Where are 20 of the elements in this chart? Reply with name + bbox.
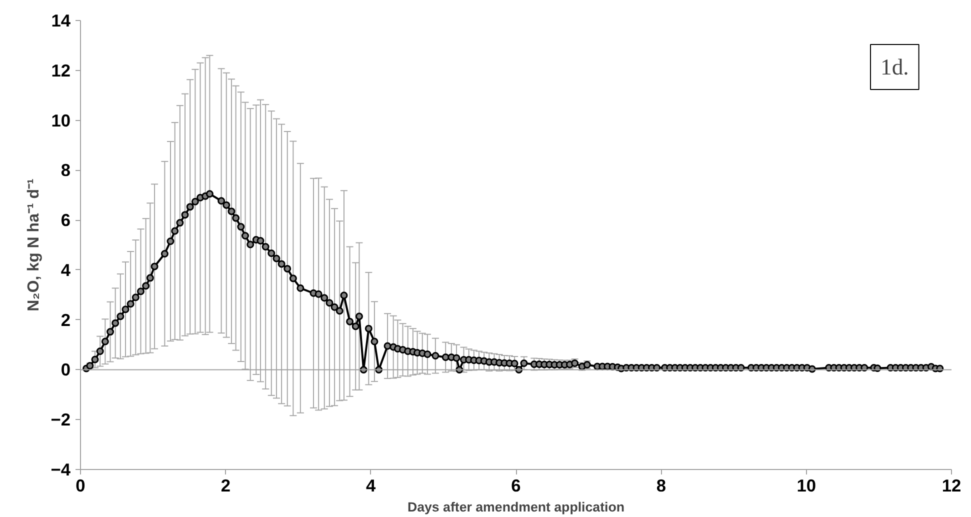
x-tick-label: 0 [76, 476, 86, 496]
y-tick-label: 14 [51, 10, 71, 30]
y-tick-label: 6 [60, 210, 71, 230]
x-tick-label: 12 [942, 476, 962, 496]
y-tick-label: 10 [51, 110, 71, 130]
y-tick-label: 2 [60, 310, 71, 330]
annotation: 1d. [880, 54, 909, 80]
y-tick-label: 0 [60, 360, 71, 380]
y-axis-title: N₂O, kg N ha⁻¹ d⁻¹ [26, 178, 43, 312]
x-tick-label: 8 [656, 476, 666, 496]
x-tick-label: 10 [796, 476, 816, 496]
x-tick-label: 6 [511, 476, 522, 496]
x-tick-label: 4 [366, 476, 376, 496]
y-tick-label: 12 [51, 60, 71, 80]
y-tick-label: 8 [60, 160, 71, 180]
x-axis-title: Days after amendment application [407, 500, 625, 514]
x-tick-label: 2 [220, 476, 230, 496]
y-tick-label: −4 [50, 460, 71, 480]
y-tick-label: −2 [50, 410, 71, 430]
y-tick-label: 4 [60, 260, 71, 280]
